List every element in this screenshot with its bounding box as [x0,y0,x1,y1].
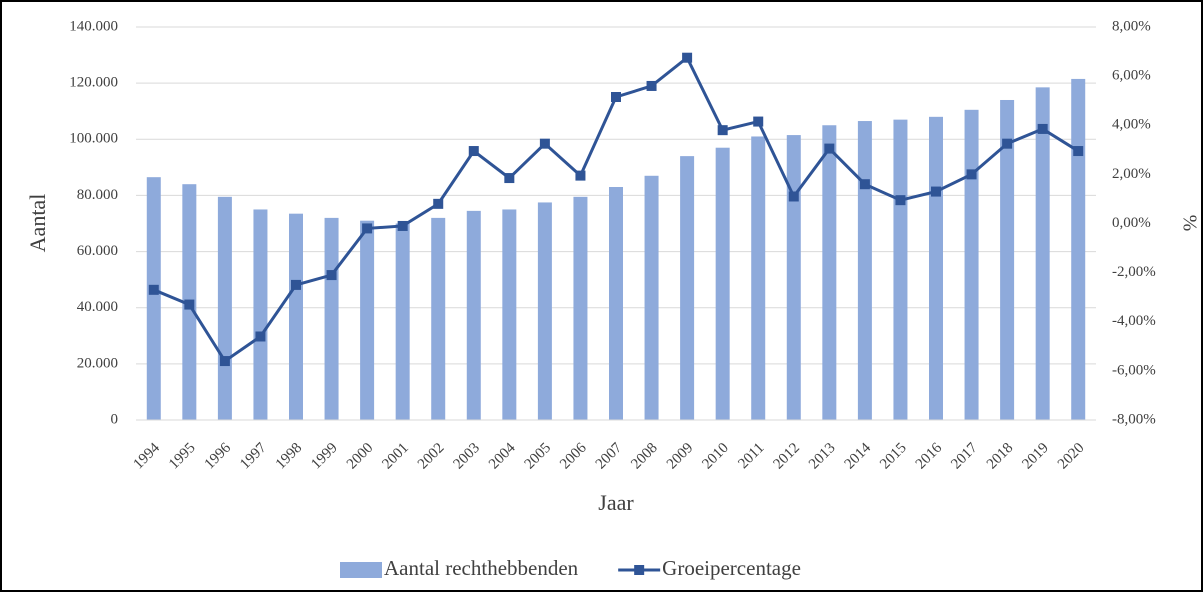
bar [893,119,908,420]
bar [537,202,552,420]
bar [253,209,268,420]
bar [680,156,695,420]
bar [289,213,303,420]
marker [788,191,799,202]
bar [964,109,979,420]
bar [395,223,410,420]
bar [324,217,339,420]
bar [146,177,161,420]
y-tick-label: 140.000 [69,18,118,34]
y-tick-label: 120.000 [69,75,118,91]
bar [466,210,481,420]
x-axis-title: Jaar [598,490,634,515]
marker [1037,123,1048,134]
y2-tick-label: -4,00% [1112,313,1156,329]
marker [717,125,728,136]
bar [573,196,588,420]
marker [219,356,230,367]
y2-tick-label: 4,00% [1112,117,1151,133]
bar [786,135,801,420]
y2-axis-title: % [1178,215,1200,232]
marker [362,223,373,234]
bar [1071,78,1086,421]
y2-tick-label: -6,00% [1112,362,1156,378]
marker [397,220,408,231]
marker [824,143,835,154]
legend-label: Aantal rechthebbenden [384,556,579,580]
marker [504,173,515,184]
marker [1073,146,1084,157]
marker [433,198,444,209]
marker [682,52,693,63]
marker [184,299,195,310]
marker [539,138,550,149]
bar [929,116,943,420]
y-axis-title: Aantal [25,194,50,253]
marker [753,116,764,127]
legend-swatch [340,562,382,578]
marker [966,169,977,180]
marker [575,170,586,181]
y-tick-label: 100.000 [69,131,118,147]
bar [751,136,766,420]
y-tick-label: 60.000 [77,243,118,259]
marker [895,195,906,206]
y-tick-label: 20.000 [77,355,118,371]
marker [859,179,870,190]
bar [609,187,623,420]
y2-tick-label: -2,00% [1112,264,1156,280]
bar [502,209,517,420]
bar [822,125,837,420]
y2-tick-label: 2,00% [1112,166,1151,182]
bar [217,196,232,420]
legend-swatch [634,565,645,575]
legend-label: Groeipercentage [662,556,801,580]
y2-tick-label: 8,00% [1112,18,1151,34]
bar [1000,99,1015,420]
marker [468,146,479,157]
marker [255,331,266,342]
bar [1035,87,1050,420]
marker [326,270,337,281]
y-tick-label: 40.000 [77,299,118,315]
marker [1002,138,1013,149]
bar [644,175,659,420]
marker [931,186,941,197]
y2-tick-label: -8,00% [1112,411,1156,427]
y-tick-label: 80.000 [77,187,118,203]
bar [431,217,446,420]
marker [646,80,657,91]
bar [715,147,730,420]
bar [857,121,872,421]
bar [360,220,375,420]
y2-tick-label: 6,00% [1112,68,1151,84]
marker [291,279,301,290]
marker [148,284,159,295]
y2-tick-label: 0,00% [1112,215,1151,231]
marker [611,92,621,103]
y-tick-label: 0 [111,411,119,427]
